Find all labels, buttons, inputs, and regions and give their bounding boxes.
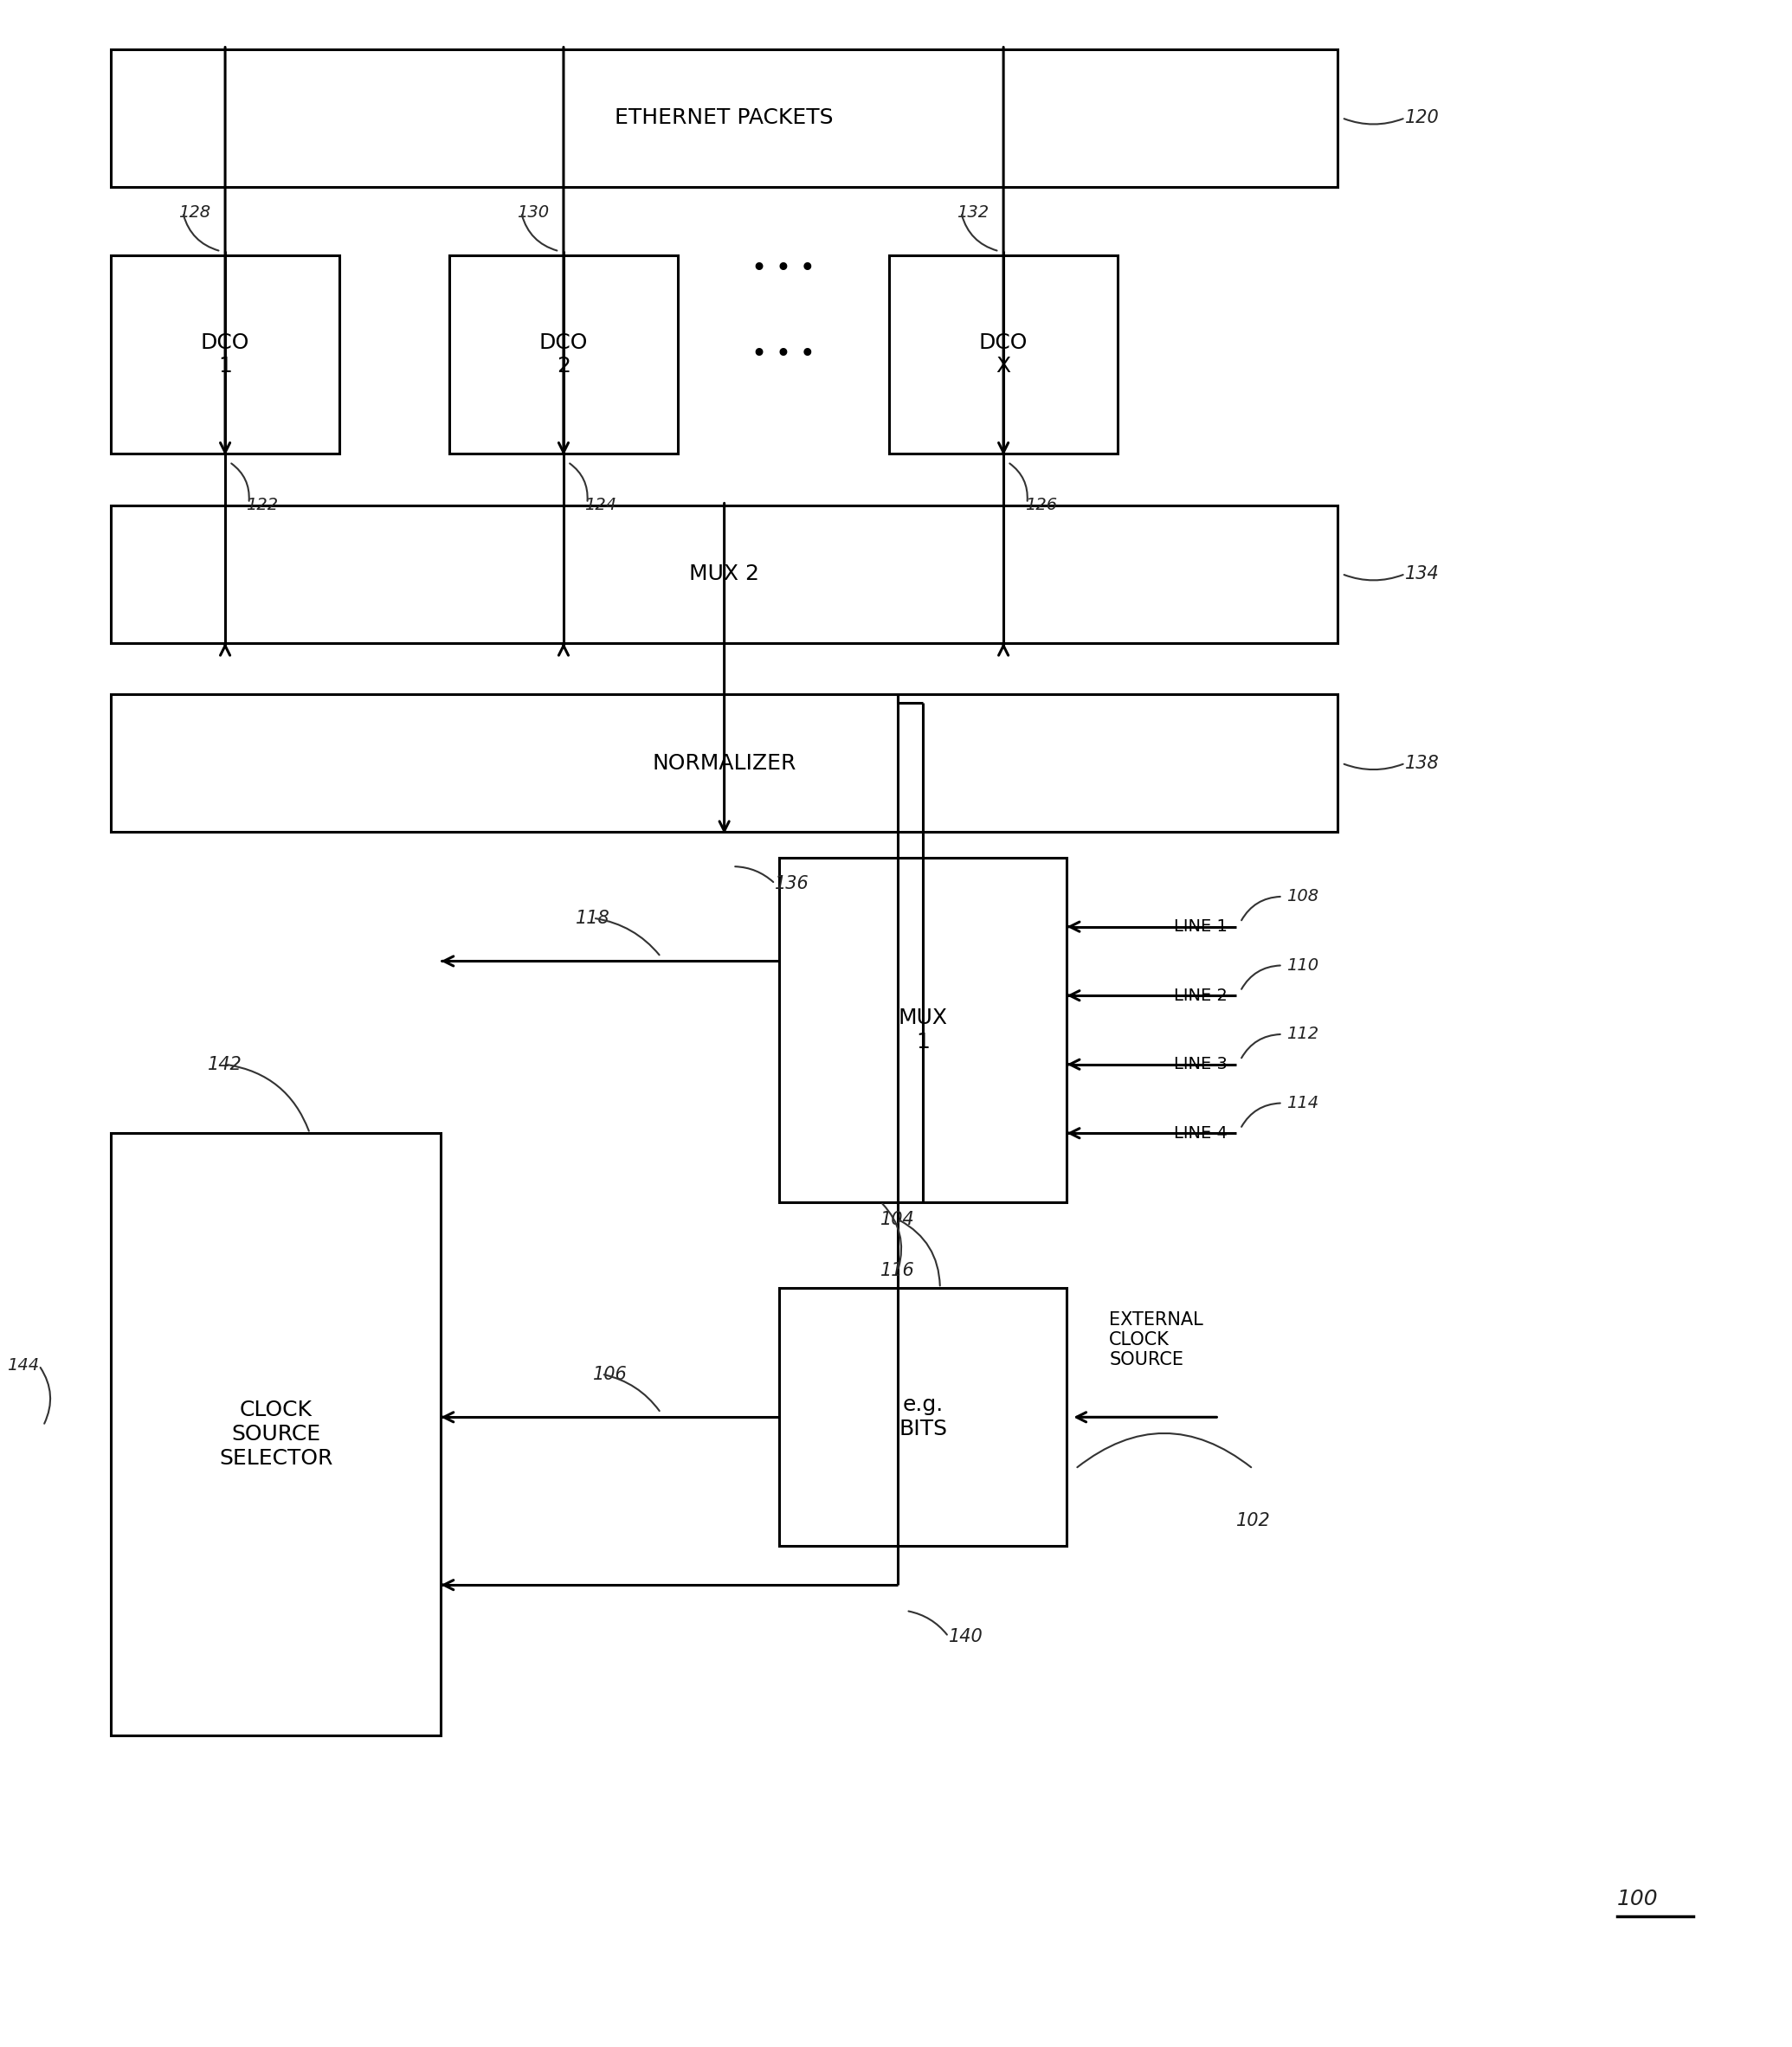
Text: 118: 118: [575, 909, 611, 927]
Text: DCO
1: DCO 1: [201, 332, 249, 377]
Bar: [111, 1134, 441, 1736]
Bar: [111, 49, 1337, 186]
Bar: [111, 694, 1337, 831]
Text: 126: 126: [1025, 497, 1057, 514]
Text: 134: 134: [1405, 565, 1439, 583]
Text: 138: 138: [1405, 755, 1439, 772]
Text: • • •: • • •: [751, 342, 815, 366]
Text: • • •: • • •: [751, 256, 815, 280]
Text: 128: 128: [179, 205, 211, 221]
Text: 116: 116: [880, 1263, 916, 1279]
Text: LINE 1: LINE 1: [1174, 919, 1228, 935]
Text: 106: 106: [593, 1365, 627, 1384]
Text: LINE 2: LINE 2: [1174, 987, 1228, 1003]
Bar: [450, 256, 677, 454]
Text: 122: 122: [246, 497, 278, 514]
Text: 140: 140: [948, 1627, 982, 1646]
Bar: [111, 256, 339, 454]
Bar: [780, 858, 1066, 1202]
Text: 110: 110: [1287, 958, 1319, 974]
Text: 114: 114: [1287, 1095, 1319, 1112]
Bar: [111, 506, 1337, 643]
Text: EXTERNAL
CLOCK
SOURCE: EXTERNAL CLOCK SOURCE: [1109, 1310, 1204, 1369]
Text: 120: 120: [1405, 108, 1439, 127]
Text: 132: 132: [957, 205, 989, 221]
Text: 112: 112: [1287, 1026, 1319, 1042]
Text: 102: 102: [1236, 1513, 1271, 1529]
Text: 100: 100: [1616, 1889, 1658, 1910]
Text: 124: 124: [584, 497, 616, 514]
Text: 130: 130: [518, 205, 548, 221]
Text: LINE 4: LINE 4: [1174, 1126, 1228, 1142]
Text: NORMALIZER: NORMALIZER: [652, 753, 796, 774]
Text: CLOCK
SOURCE
SELECTOR: CLOCK SOURCE SELECTOR: [219, 1400, 333, 1470]
Text: 142: 142: [208, 1056, 242, 1073]
Text: e.g.
BITS: e.g. BITS: [900, 1394, 948, 1439]
Text: DCO
2: DCO 2: [539, 332, 588, 377]
Text: 104: 104: [880, 1210, 916, 1228]
Text: MUX
1: MUX 1: [898, 1007, 948, 1052]
Text: 136: 136: [774, 874, 810, 892]
Text: 144: 144: [7, 1357, 39, 1374]
Text: MUX 2: MUX 2: [690, 563, 760, 583]
Text: DCO
X: DCO X: [978, 332, 1029, 377]
Bar: [889, 256, 1118, 454]
Bar: [780, 1288, 1066, 1545]
Text: LINE 3: LINE 3: [1174, 1056, 1228, 1073]
Text: 108: 108: [1287, 888, 1319, 905]
Text: ETHERNET PACKETS: ETHERNET PACKETS: [615, 108, 833, 129]
